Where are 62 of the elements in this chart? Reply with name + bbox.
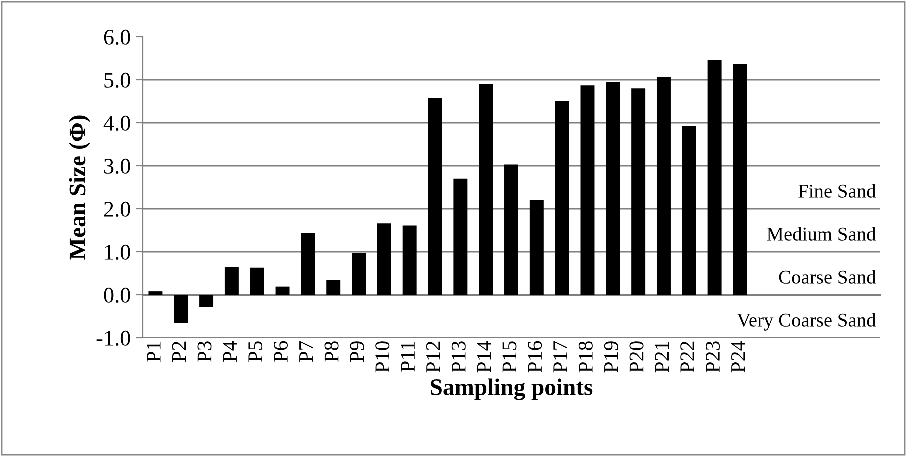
x-tick-label: P24	[731, 341, 746, 373]
bar	[377, 224, 392, 295]
x-tick-label: P21	[655, 342, 669, 373]
y-tick-label: 5.0	[104, 72, 130, 88]
bar	[708, 60, 722, 295]
text: Medium Sand	[767, 227, 876, 241]
bar	[276, 286, 290, 295]
bar	[402, 226, 417, 295]
text: Fine Sand	[798, 184, 876, 198]
bar	[632, 88, 646, 295]
x-tick-label: P15	[502, 342, 517, 373]
bar	[479, 84, 494, 295]
bar	[555, 101, 570, 295]
bar	[454, 178, 468, 295]
bar	[733, 64, 748, 295]
bar	[174, 295, 188, 324]
x-tick-label: P19	[604, 342, 618, 373]
x-tick-label: P14	[477, 341, 492, 373]
x-tick-label: P10	[376, 342, 390, 373]
x-tick-label: P1	[146, 342, 161, 362]
y-tick-label: 0.0	[104, 288, 130, 304]
bar	[326, 280, 341, 295]
y-tick-label: 4.0	[104, 116, 130, 132]
bar	[504, 164, 518, 295]
x-tick-label: P2	[172, 342, 186, 362]
bar	[606, 82, 620, 295]
x-tick-label: P4	[223, 341, 237, 362]
x-tick-label: P5	[248, 342, 263, 362]
bar	[148, 292, 163, 295]
annotation: Very Coarse Sand	[737, 313, 876, 331]
x-tick-label: P9	[350, 342, 364, 362]
bar	[301, 234, 316, 295]
x-tick-label: P3	[198, 342, 212, 362]
x-tick-label: P11	[401, 342, 415, 372]
y-tick-label: 1.0	[105, 244, 130, 260]
x-axis-title: Sampling points	[431, 378, 593, 400]
bar	[580, 86, 595, 295]
y-tick-label: 2.0	[104, 202, 130, 218]
y-tick-label: 6.0	[104, 30, 130, 46]
x-tick-label: P8	[324, 342, 339, 362]
bar	[530, 200, 544, 295]
x-tick-label: P7	[300, 341, 314, 362]
x-tick-label: P23	[706, 342, 720, 373]
bar	[656, 76, 671, 295]
bar	[224, 267, 239, 295]
x-tick-label: P20	[630, 342, 644, 373]
bar	[682, 126, 696, 295]
y-axis-title: Mean Size (Φ)	[69, 116, 90, 260]
x-tick-label: P16	[528, 341, 542, 373]
text: Coarse Sand	[779, 270, 876, 284]
x-tick-label: P17	[554, 341, 568, 373]
y-tick-label: 3.0	[104, 158, 130, 174]
x-tick-label: P6	[274, 341, 288, 362]
x-tick-label: P13	[452, 342, 466, 373]
bar	[428, 98, 442, 295]
x-tick-label: P12	[426, 342, 440, 373]
bar	[200, 295, 214, 308]
bar	[250, 268, 264, 295]
y-tick-label: -1.0	[96, 330, 130, 346]
x-tick-label: P18	[578, 342, 593, 373]
bar	[352, 253, 366, 295]
x-tick-label: P22	[680, 342, 694, 373]
